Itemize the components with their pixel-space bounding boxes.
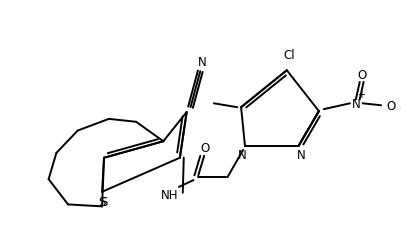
Text: O: O <box>200 141 209 154</box>
Text: NH: NH <box>160 188 178 201</box>
Text: ⁻: ⁻ <box>399 105 401 115</box>
Text: N: N <box>197 56 206 69</box>
Text: O: O <box>356 68 365 81</box>
Text: O: O <box>385 99 395 112</box>
Text: S: S <box>100 195 107 208</box>
Text: N: N <box>350 97 359 110</box>
Text: N: N <box>237 149 246 162</box>
Text: S: S <box>98 195 105 208</box>
Text: +: + <box>356 89 364 99</box>
Text: Cl: Cl <box>282 49 294 62</box>
Text: N: N <box>296 149 305 162</box>
